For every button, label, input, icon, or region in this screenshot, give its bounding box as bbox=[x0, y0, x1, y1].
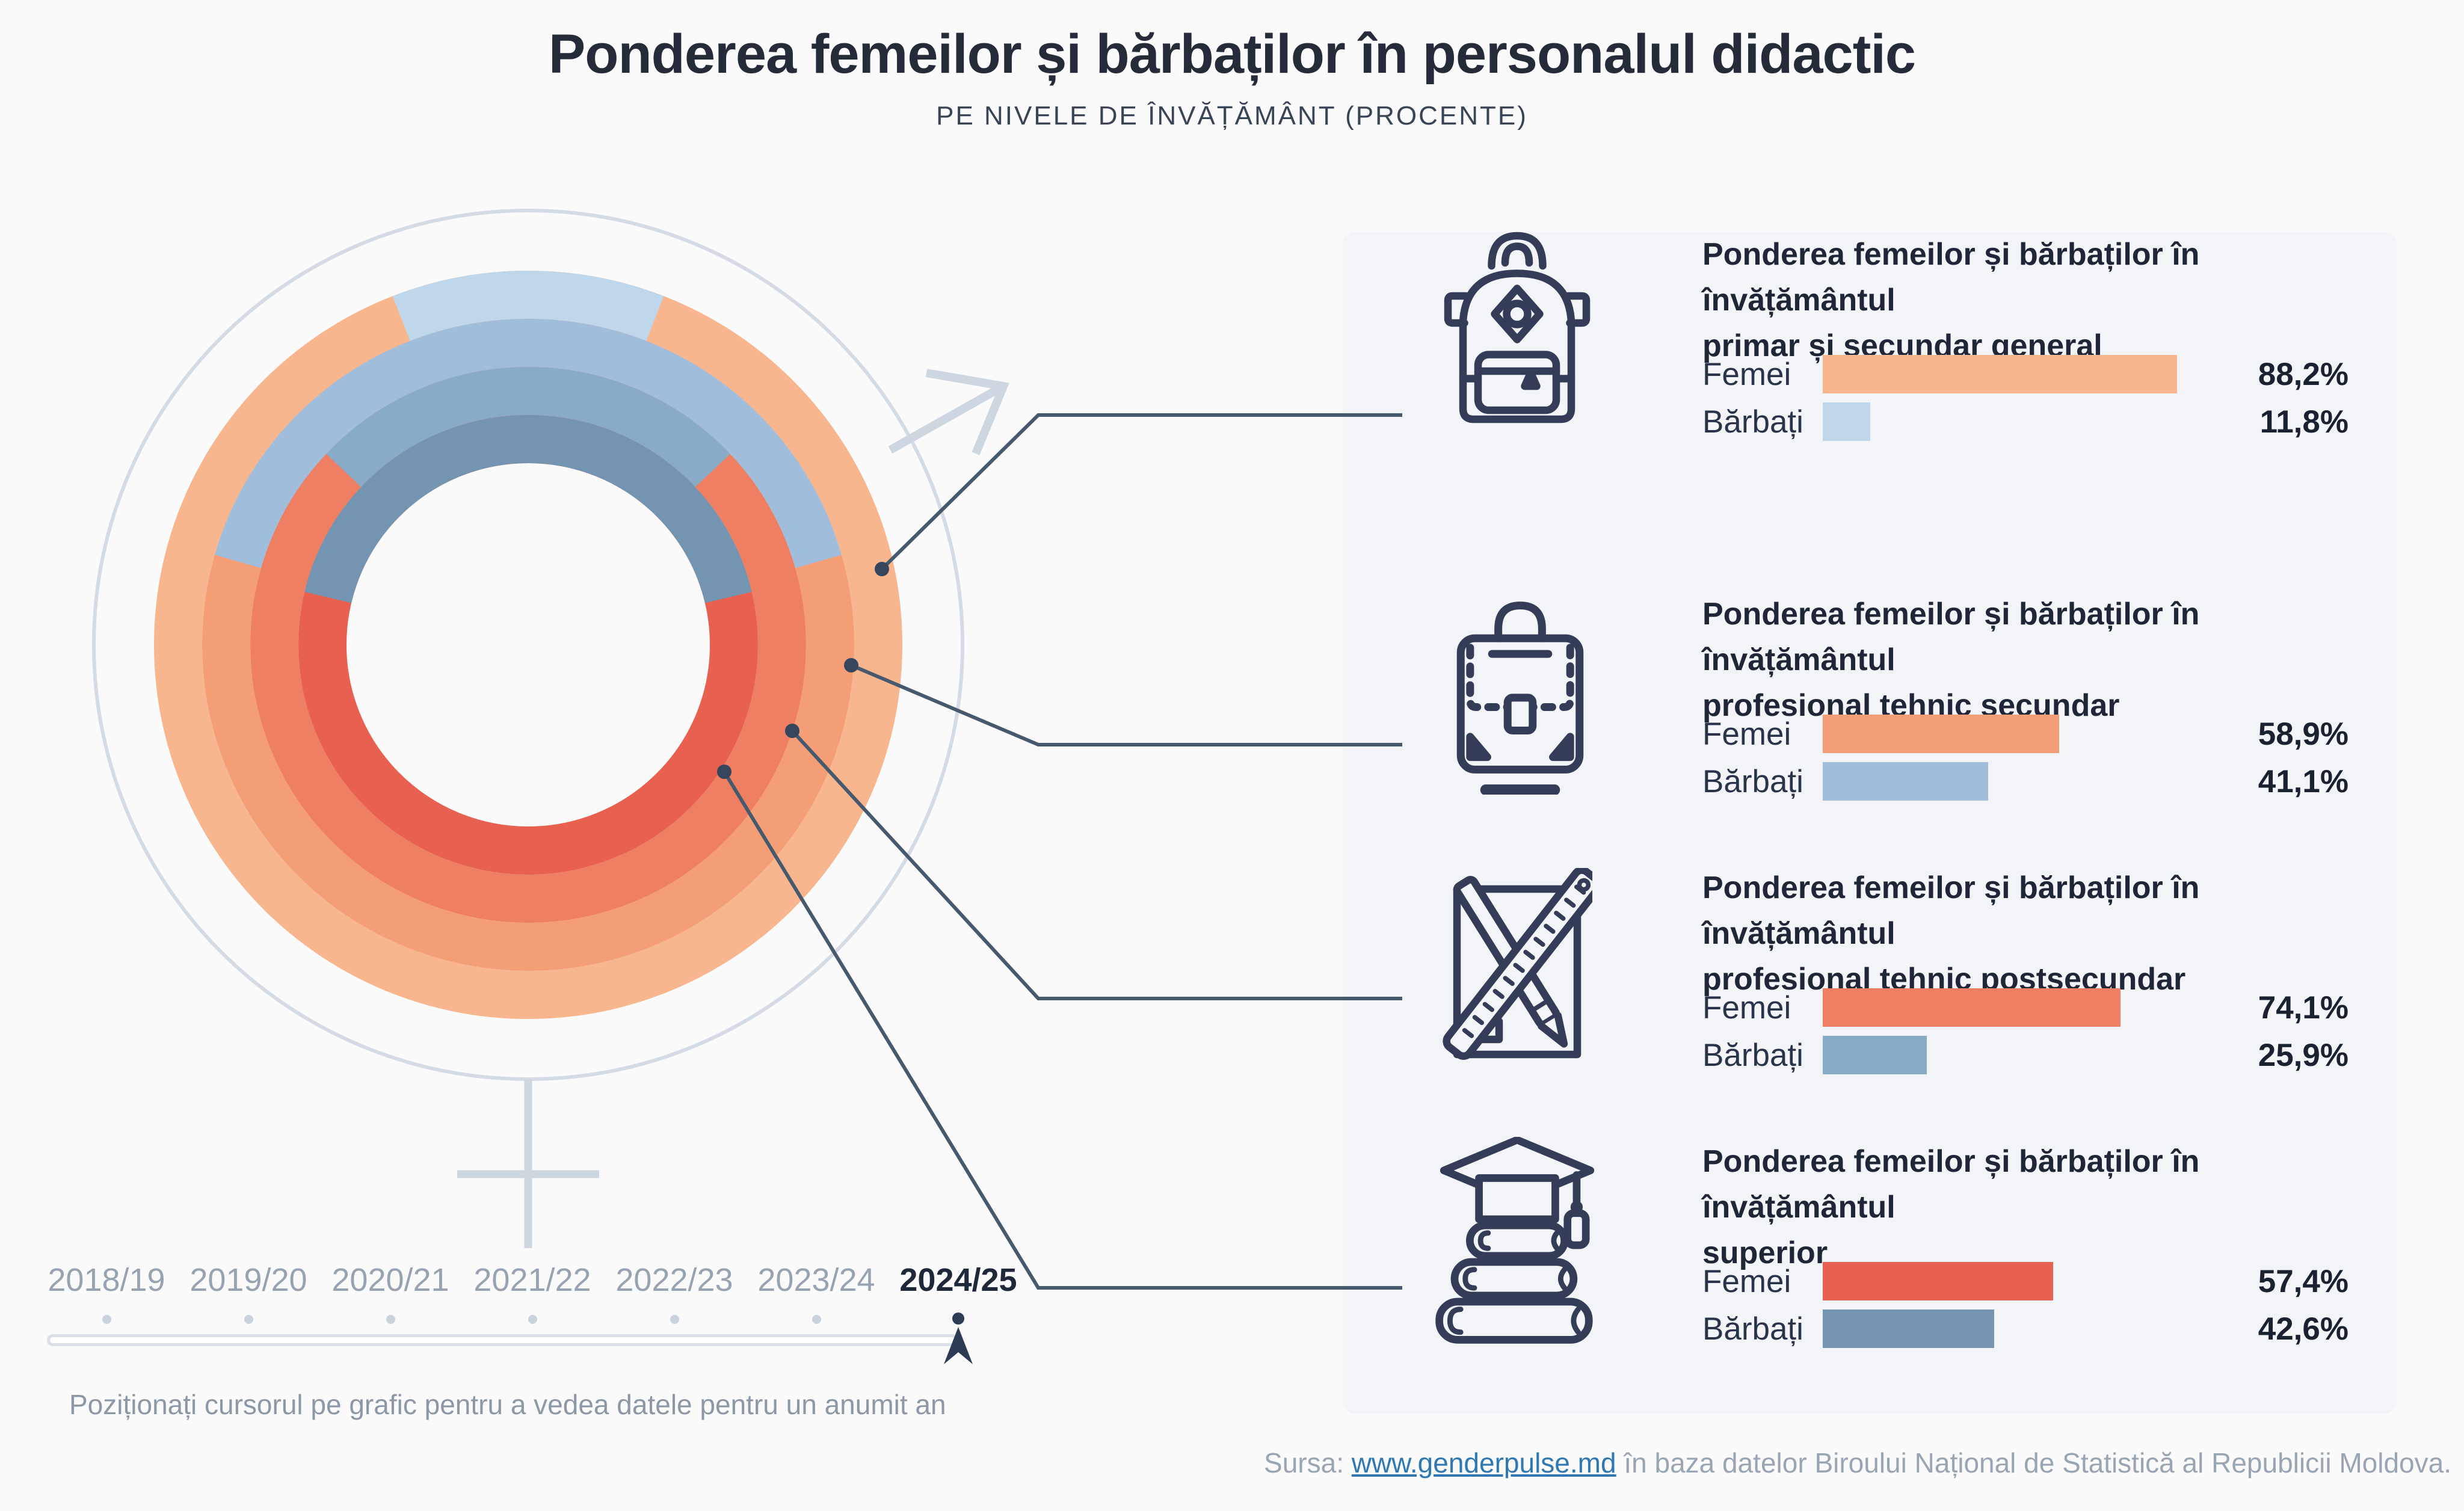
barbati-value: 25,9% bbox=[2258, 1038, 2348, 1073]
femei-label: Femei bbox=[1702, 357, 1791, 392]
year-dot bbox=[812, 1315, 821, 1324]
section-tehnic-postsecundar: Ponderea femeilor și bărbaților în învăț… bbox=[1343, 865, 2397, 1139]
connector-dots bbox=[717, 562, 889, 779]
year-label: 2023/24 bbox=[757, 1262, 875, 1298]
section-title-line1: Ponderea femeilor și bărbaților în învăț… bbox=[1702, 1144, 2200, 1225]
source-link[interactable]: www.genderpulse.md bbox=[1351, 1447, 1616, 1479]
section-primar-secundar: Ponderea femeilor și bărbaților în învăț… bbox=[1343, 232, 2397, 505]
connector-dot-3 bbox=[785, 724, 799, 738]
barbati-label: Bărbați bbox=[1702, 1311, 1803, 1347]
barbati-bar bbox=[1823, 1309, 1994, 1348]
barbati-label: Bărbați bbox=[1702, 1038, 1803, 1073]
source-line: Sursa: www.genderpulse.md în baza datelo… bbox=[1264, 1447, 2451, 1479]
timeline-hint: Poziționați cursorul pe grafic pentru a … bbox=[69, 1389, 946, 1420]
section-tehnic-secundar: Ponderea femeilor și bărbaților în învăț… bbox=[1343, 591, 2397, 865]
connector-lines bbox=[722, 413, 1402, 1290]
timeline-year-2021-22[interactable]: 2021/22 bbox=[461, 1261, 603, 1325]
timeline-year-2020-21[interactable]: 2020/21 bbox=[319, 1261, 461, 1325]
ring-femei-2[interactable] bbox=[250, 367, 806, 923]
section-title: Ponderea femeilor și bărbaților în învăț… bbox=[1702, 1139, 2394, 1276]
femei-value: 74,1% bbox=[2258, 990, 2348, 1026]
year-dot bbox=[670, 1315, 679, 1324]
femei-bar bbox=[1823, 988, 2121, 1027]
barbati-value: 42,6% bbox=[2258, 1311, 2348, 1347]
year-label: 2021/22 bbox=[473, 1262, 591, 1298]
timeline-year-2022-23[interactable]: 2022/23 bbox=[603, 1261, 745, 1325]
section-title: Ponderea femeilor și bărbaților în învăț… bbox=[1702, 865, 2394, 1002]
section-title-line1: Ponderea femeilor și bărbaților în învăț… bbox=[1702, 870, 2200, 951]
ring-barbati-2[interactable] bbox=[326, 367, 730, 487]
ring-femei-1[interactable] bbox=[202, 319, 854, 971]
briefcase-icon bbox=[1442, 596, 1598, 795]
female-cross-icon bbox=[457, 1079, 599, 1248]
ring-barbati-0[interactable] bbox=[392, 271, 664, 341]
femei-label: Femei bbox=[1702, 1264, 1791, 1299]
section-title-line2: superior bbox=[1702, 1236, 1828, 1270]
barbati-label: Bărbați bbox=[1702, 404, 1803, 440]
year-dot bbox=[244, 1315, 253, 1324]
timeline-year-2024-25-active[interactable]: 2024/25 bbox=[887, 1261, 1029, 1325]
year-dot bbox=[386, 1315, 395, 1324]
section-title: Ponderea femeilor și bărbaților în învăț… bbox=[1702, 591, 2394, 728]
year-label: 2020/21 bbox=[331, 1262, 449, 1298]
graduation-books-icon bbox=[1433, 1137, 1601, 1344]
femei-bar bbox=[1823, 1262, 2054, 1300]
section-title-line1: Ponderea femeilor și bărbaților în învăț… bbox=[1702, 597, 2200, 677]
ring-femei-0[interactable] bbox=[154, 271, 902, 1019]
section-title-line1: Ponderea femeilor și bărbaților în învăț… bbox=[1702, 237, 2200, 318]
femei-value: 57,4% bbox=[2258, 1264, 2348, 1299]
gender-circle-icon bbox=[92, 209, 964, 1081]
page-subtitle: PE NIVELE DE ÎNVĂȚĂMÂNT (PROCENTE) bbox=[936, 101, 1528, 131]
levels-panel: Ponderea femeilor și bărbaților în învăț… bbox=[1343, 232, 2397, 1414]
barbati-bar bbox=[1823, 1036, 1927, 1074]
timeline-year-2019-20[interactable]: 2019/20 bbox=[177, 1261, 319, 1325]
barbati-value: 41,1% bbox=[2258, 764, 2348, 799]
connector-line-4 bbox=[722, 771, 1402, 1290]
barbati-label: Bărbați bbox=[1702, 764, 1803, 799]
connector-line-2 bbox=[850, 663, 1402, 746]
ring-femei-3[interactable] bbox=[298, 415, 758, 875]
connector-dot-4 bbox=[717, 765, 732, 779]
section-title: Ponderea femeilor și bărbaților în învăț… bbox=[1702, 232, 2394, 369]
timeline-year-2023-24[interactable]: 2023/24 bbox=[745, 1261, 887, 1325]
barbati-bar bbox=[1823, 762, 1988, 801]
year-label: 2018/19 bbox=[48, 1262, 165, 1298]
year-dot bbox=[952, 1313, 964, 1325]
connector-line-3 bbox=[790, 729, 1402, 1000]
connector-dot-2 bbox=[844, 658, 858, 672]
page-title: Ponderea femeilor și bărbaților în perso… bbox=[548, 23, 1916, 85]
year-label: 2022/23 bbox=[615, 1262, 733, 1298]
year-label: 2019/20 bbox=[189, 1262, 307, 1298]
timeline: 2018/19 2019/20 2020/21 2021/22 2022/23 … bbox=[35, 1261, 1029, 1325]
femei-value: 58,9% bbox=[2258, 716, 2348, 752]
barbati-value: 11,8% bbox=[2259, 404, 2348, 440]
year-label: 2024/25 bbox=[899, 1262, 1017, 1298]
connector-line-1 bbox=[880, 413, 1402, 571]
ring-barbati-3[interactable] bbox=[304, 415, 752, 603]
connector-dot-1 bbox=[875, 562, 889, 576]
barbati-bar bbox=[1823, 402, 1870, 441]
femei-bar bbox=[1823, 715, 2060, 753]
section-superior: Ponderea femeilor și bărbaților în învăț… bbox=[1343, 1137, 2397, 1412]
femei-label: Femei bbox=[1702, 990, 1791, 1026]
timeline-year-2018-19[interactable]: 2018/19 bbox=[35, 1261, 177, 1325]
timeline-slider-track[interactable] bbox=[47, 1334, 958, 1346]
source-prefix: Sursa: bbox=[1264, 1447, 1352, 1479]
donut-rings[interactable] bbox=[154, 271, 902, 1019]
pencil-ruler-icon bbox=[1442, 868, 1592, 1072]
year-dot bbox=[102, 1315, 111, 1324]
year-dot bbox=[528, 1315, 537, 1324]
femei-label: Femei bbox=[1702, 716, 1791, 752]
male-arrow-icon bbox=[888, 369, 1009, 455]
source-suffix: în baza datelor Biroului Național de Sta… bbox=[1616, 1447, 2451, 1479]
ring-barbati-1[interactable] bbox=[215, 318, 842, 568]
backpack-icon bbox=[1442, 227, 1592, 425]
femei-value: 88,2% bbox=[2258, 357, 2348, 392]
femei-bar bbox=[1823, 355, 2178, 393]
